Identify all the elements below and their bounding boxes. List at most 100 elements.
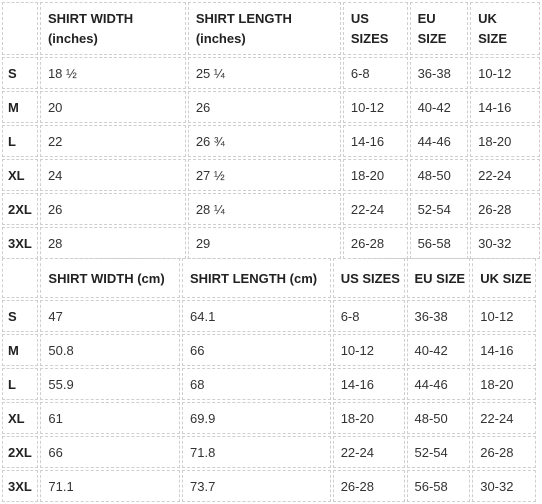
size-chart-cm-table: SHIRT WIDTH (cm) SHIRT LENGTH (cm) US SI…: [0, 256, 538, 504]
table-row: XL 61 69.9 18-20 48-50 22-24: [2, 402, 536, 434]
size-label-cell: 2XL: [2, 193, 38, 225]
shirt-width-cell: 55.9: [40, 368, 180, 400]
header-cell-blank: [2, 2, 38, 55]
eu-size-cell: 52-54: [406, 436, 471, 468]
shirt-width-cell: 20: [39, 91, 186, 123]
shirt-length-cell: 69.9: [182, 402, 331, 434]
table-row: L 55.9 68 14-16 44-46 18-20: [2, 368, 536, 400]
us-size-cell: 18-20: [332, 402, 405, 434]
table-row: S 47 64.1 6-8 36-38 10-12: [2, 300, 536, 332]
size-label-cell: S: [2, 300, 39, 332]
shirt-length-cell: 25 ¼: [187, 57, 341, 89]
size-label-cell: S: [2, 57, 38, 89]
eu-size-cell: 52-54: [409, 193, 469, 225]
eu-size-cell: 36-38: [406, 300, 471, 332]
header-cell-eu-size: EU SIZE: [406, 258, 471, 298]
shirt-length-cell: 27 ½: [187, 159, 341, 191]
header-cell-eu-size: EU SIZE: [409, 2, 469, 55]
shirt-length-cell: 71.8: [182, 436, 331, 468]
eu-size-cell: 48-50: [406, 402, 471, 434]
uk-size-cell: 18-20: [470, 125, 540, 157]
uk-size-cell: 30-32: [472, 470, 536, 502]
size-chart-inches-table: SHIRT WIDTH (inches) SHIRT LENGTH (inches)…: [2, 2, 540, 259]
shirt-length-cell: 28 ¼: [187, 193, 341, 225]
shirt-width-cell: 50.8: [40, 334, 180, 366]
us-size-cell: 22-24: [342, 193, 408, 225]
header-cell-shirt-width: SHIRT WIDTH (cm): [40, 258, 180, 298]
us-size-cell: 10-12: [332, 334, 405, 366]
table-row: M 50.8 66 10-12 40-42 14-16: [2, 334, 536, 366]
header-cell-shirt-length: SHIRT LENGTH (cm): [182, 258, 331, 298]
header-cell-us-sizes: US SIZES: [342, 2, 408, 55]
header-cell-us-sizes: US SIZES: [332, 258, 405, 298]
size-label-cell: 3XL: [2, 227, 38, 259]
shirt-width-cell: 18 ½: [39, 57, 186, 89]
table-row: XL 24 27 ½ 18-20 48-50 22-24: [2, 159, 540, 191]
shirt-length-cell: 26: [187, 91, 341, 123]
size-label-cell: XL: [2, 159, 38, 191]
uk-size-cell: 30-32: [470, 227, 540, 259]
us-size-cell: 26-28: [342, 227, 408, 259]
table-row: 2XL 26 28 ¼ 22-24 52-54 26-28: [2, 193, 540, 225]
us-size-cell: 6-8: [332, 300, 405, 332]
uk-size-cell: 22-24: [470, 159, 540, 191]
shirt-width-cell: 28: [39, 227, 186, 259]
us-size-cell: 26-28: [332, 470, 405, 502]
uk-size-cell: 18-20: [472, 368, 536, 400]
eu-size-cell: 44-46: [406, 368, 471, 400]
eu-size-cell: 40-42: [409, 91, 469, 123]
shirt-width-cell: 26: [39, 193, 186, 225]
size-label-cell: XL: [2, 402, 39, 434]
eu-size-cell: 36-38: [409, 57, 469, 89]
shirt-length-cell: 66: [182, 334, 331, 366]
eu-size-cell: 40-42: [406, 334, 471, 366]
table-row: M 20 26 10-12 40-42 14-16: [2, 91, 540, 123]
header-cell-shirt-width: SHIRT WIDTH (inches): [39, 2, 186, 55]
eu-size-cell: 44-46: [409, 125, 469, 157]
shirt-length-cell: 73.7: [182, 470, 331, 502]
shirt-width-cell: 22: [39, 125, 186, 157]
shirt-length-cell: 29: [187, 227, 341, 259]
uk-size-cell: 26-28: [470, 193, 540, 225]
shirt-width-cell: 66: [40, 436, 180, 468]
size-label-cell: 2XL: [2, 436, 39, 468]
uk-size-cell: 26-28: [472, 436, 536, 468]
shirt-width-cell: 61: [40, 402, 180, 434]
uk-size-cell: 14-16: [470, 91, 540, 123]
eu-size-cell: 48-50: [409, 159, 469, 191]
eu-size-cell: 56-58: [409, 227, 469, 259]
us-size-cell: 18-20: [342, 159, 408, 191]
header-cell-uk-size: UK SIZE: [472, 258, 536, 298]
header-cell-shirt-length: SHIRT LENGTH (inches): [187, 2, 341, 55]
uk-size-cell: 22-24: [472, 402, 536, 434]
table-row: 3XL 71.1 73.7 26-28 56-58 30-32: [2, 470, 536, 502]
eu-size-cell: 56-58: [406, 470, 471, 502]
shirt-width-cell: 47: [40, 300, 180, 332]
header-cell-uk-size: UK SIZE: [470, 2, 540, 55]
shirt-length-cell: 64.1: [182, 300, 331, 332]
table-row: 3XL 28 29 26-28 56-58 30-32: [2, 227, 540, 259]
uk-size-cell: 10-12: [472, 300, 536, 332]
us-size-cell: 22-24: [332, 436, 405, 468]
table-row: L 22 26 ¾ 14-16 44-46 18-20: [2, 125, 540, 157]
us-size-cell: 14-16: [332, 368, 405, 400]
us-size-cell: 10-12: [342, 91, 408, 123]
us-size-cell: 6-8: [342, 57, 408, 89]
table-row: 2XL 66 71.8 22-24 52-54 26-28: [2, 436, 536, 468]
uk-size-cell: 14-16: [472, 334, 536, 366]
header-row: SHIRT WIDTH (inches) SHIRT LENGTH (inches)…: [2, 2, 540, 55]
size-label-cell: M: [2, 91, 38, 123]
size-label-cell: M: [2, 334, 39, 366]
size-label-cell: L: [2, 368, 39, 400]
shirt-width-cell: 24: [39, 159, 186, 191]
us-size-cell: 14-16: [342, 125, 408, 157]
shirt-length-cell: 68: [182, 368, 331, 400]
header-row: SHIRT WIDTH (cm) SHIRT LENGTH (cm) US SI…: [2, 258, 536, 298]
shirt-width-cell: 71.1: [40, 470, 180, 502]
header-cell-blank: [2, 258, 39, 298]
uk-size-cell: 10-12: [470, 57, 540, 89]
shirt-length-cell: 26 ¾: [187, 125, 341, 157]
size-label-cell: L: [2, 125, 38, 157]
size-label-cell: 3XL: [2, 470, 39, 502]
table-row: S 18 ½ 25 ¼ 6-8 36-38 10-12: [2, 57, 540, 89]
